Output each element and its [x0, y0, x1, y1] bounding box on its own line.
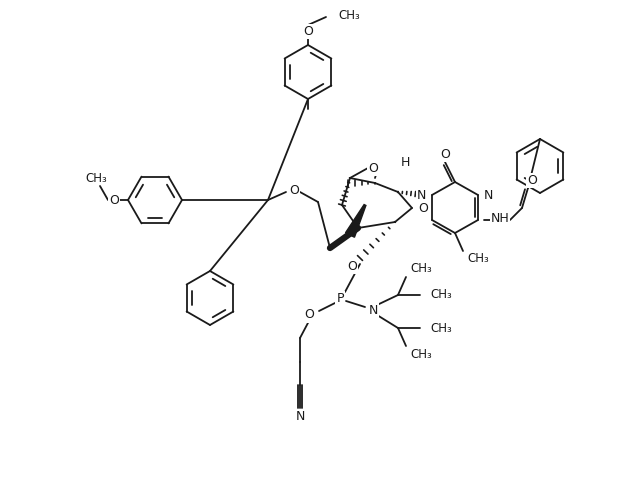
Text: CH₃: CH₃ — [430, 289, 452, 301]
Text: N: N — [484, 189, 493, 202]
Text: CH₃: CH₃ — [430, 321, 452, 334]
Text: CH₃: CH₃ — [410, 348, 432, 361]
Text: NH: NH — [491, 211, 509, 224]
Text: O: O — [347, 260, 357, 273]
Text: CH₃: CH₃ — [467, 253, 489, 266]
Text: O: O — [527, 174, 537, 187]
Text: N: N — [368, 303, 378, 316]
Text: P: P — [336, 292, 344, 304]
Text: N: N — [417, 189, 426, 202]
Polygon shape — [346, 205, 366, 237]
Text: O: O — [304, 308, 314, 321]
Text: CH₃: CH₃ — [85, 172, 107, 185]
Text: O: O — [289, 184, 299, 197]
Text: O: O — [418, 202, 428, 214]
Text: CH₃: CH₃ — [410, 263, 432, 276]
Text: O: O — [109, 194, 119, 207]
Text: O: O — [368, 161, 378, 175]
Text: CH₃: CH₃ — [338, 9, 360, 22]
Text: O: O — [303, 25, 313, 38]
Text: O: O — [440, 147, 450, 160]
Text: N: N — [295, 409, 305, 423]
Text: H: H — [401, 155, 410, 169]
